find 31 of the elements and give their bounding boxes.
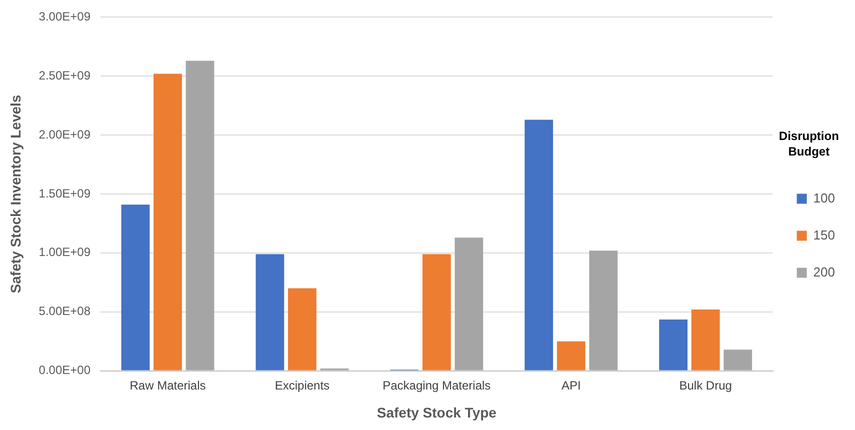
y-tick-label: 0.00E+00 <box>38 363 91 378</box>
bar <box>659 320 688 370</box>
bar <box>454 238 484 370</box>
y-tick-label: 3.00E+09 <box>38 10 91 24</box>
x-tick-label: Bulk Drug <box>679 378 732 392</box>
bar <box>691 310 720 370</box>
bar <box>186 60 214 370</box>
y-tick-label: 1.00E+09 <box>38 245 91 260</box>
x-tick-label: API <box>561 378 581 392</box>
x-tick-label: Raw Materials <box>130 378 206 392</box>
y-tick-label: 5.00E+08 <box>38 304 91 318</box>
y-axis-title: Safety Stock Inventory Levels <box>7 94 24 294</box>
bar <box>288 288 316 370</box>
bar <box>154 74 182 370</box>
y-tick-label: 1.50E+09 <box>38 186 91 200</box>
bar <box>524 120 554 370</box>
legend-label: 150 <box>813 227 836 242</box>
bar <box>589 250 618 370</box>
bar <box>422 254 451 370</box>
legend-title: Disruption Budget <box>778 129 839 159</box>
x-tick-label: Packaging Materials <box>382 378 491 392</box>
legend-label: 100 <box>813 190 836 206</box>
x-tick-label: Excipients <box>274 378 330 392</box>
legend-label: 200 <box>813 264 836 280</box>
bar <box>121 204 150 370</box>
x-axis-title: Safety Stock Type <box>376 404 497 420</box>
bar <box>256 254 284 370</box>
y-tick-label: 2.00E+09 <box>38 127 91 142</box>
bar <box>556 341 586 370</box>
bar <box>724 350 752 370</box>
y-tick-label: 2.50E+09 <box>38 68 91 82</box>
